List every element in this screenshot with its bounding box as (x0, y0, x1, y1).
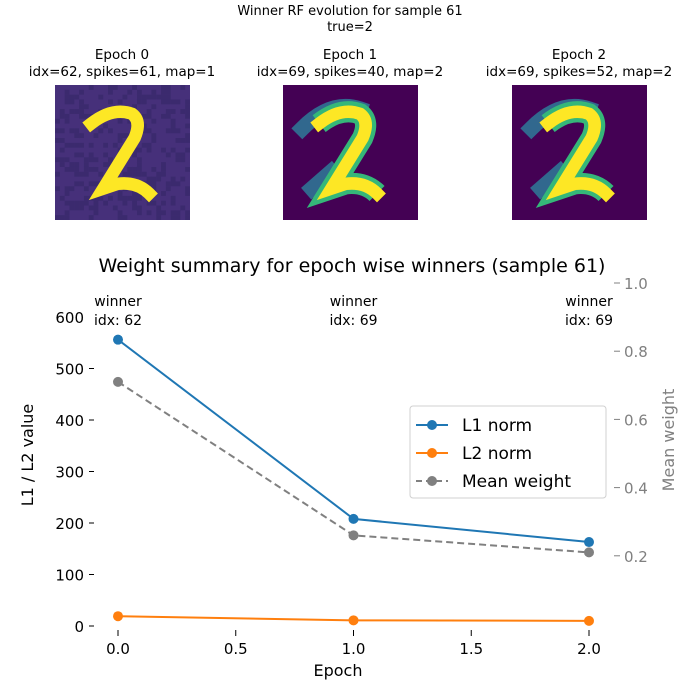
y-tick-label: 300 (55, 464, 84, 482)
receptive-field-image-epoch-1 (283, 85, 418, 220)
data-point-l2-norm (584, 615, 594, 626)
panel-subtitle-epoch-2: idx=69, spikes=52, map=2 (485, 64, 673, 80)
right-y-tick-label: 0.4 (624, 480, 648, 498)
annotation-winner: winner (330, 294, 378, 310)
annotation-winner: winner (94, 294, 142, 310)
y-tick-label: 200 (55, 515, 84, 533)
receptive-field-image-epoch-2 (512, 85, 647, 220)
y-tick-label: 500 (55, 361, 84, 379)
legend-label: L2 norm (462, 444, 532, 464)
y-tick-label: 600 (55, 309, 84, 327)
annotation-idx: idx: 69 (329, 313, 377, 329)
annotation-idx: idx: 69 (565, 313, 613, 329)
suptitle: Winner RF evolution for sample 61 (237, 4, 463, 19)
panel-title-epoch-2: Epoch 2 (551, 47, 607, 63)
data-point-mean-weight (113, 376, 123, 387)
y-tick-label: 400 (55, 412, 84, 430)
data-point-l1-norm (113, 334, 123, 345)
data-point-mean-weight (348, 530, 359, 541)
legend-marker (427, 448, 437, 458)
legend-marker (427, 420, 437, 430)
digit-stroke (82, 105, 158, 203)
right-y-axis-label: Mean weight (659, 389, 678, 492)
x-tick-label: 1.0 (342, 640, 366, 658)
data-point-l2-norm (348, 615, 359, 626)
legend-marker (427, 476, 437, 486)
chart-title: Weight summary for epoch wise winners (s… (99, 255, 606, 277)
data-point-l1-norm (348, 513, 359, 524)
data-point-mean-weight (584, 547, 594, 558)
annotation-winner: winner (565, 294, 613, 310)
x-tick-label: 2.0 (577, 640, 601, 658)
panel-title-epoch-1: Epoch 1 (322, 47, 378, 63)
annotation-idx: idx: 62 (94, 313, 142, 329)
x-axis-label: Epoch (314, 661, 363, 680)
legend-label: Mean weight (462, 472, 571, 492)
digit-stroke (310, 105, 386, 203)
panel-title-epoch-0: Epoch 0 (94, 47, 150, 63)
digit-stroke (539, 105, 615, 203)
x-tick-label: 0.5 (224, 640, 248, 658)
data-point-l1-norm (584, 537, 594, 548)
right-y-tick-label: 0.6 (624, 411, 648, 429)
receptive-field-image-epoch-0 (55, 85, 190, 220)
y-tick-label: 0 (74, 618, 84, 636)
y-axis-label: L1 / L2 value (18, 404, 37, 507)
panel-subtitle-epoch-0: idx=62, spikes=61, map=1 (28, 64, 216, 80)
legend-label: L1 norm (462, 416, 532, 436)
y-tick-label: 100 (55, 567, 84, 585)
right-y-tick-label: 0.8 (624, 343, 648, 361)
x-tick-label: 1.5 (459, 640, 483, 658)
data-point-l2-norm (113, 611, 123, 622)
x-tick-label: 0.0 (106, 640, 130, 658)
suptitle-true-label: true=2 (327, 20, 373, 35)
legend (409, 405, 607, 499)
panel-subtitle-epoch-1: idx=69, spikes=40, map=2 (256, 64, 444, 80)
right-y-tick-label: 0.2 (624, 548, 648, 566)
right-y-tick-label: 1.0 (624, 275, 648, 293)
